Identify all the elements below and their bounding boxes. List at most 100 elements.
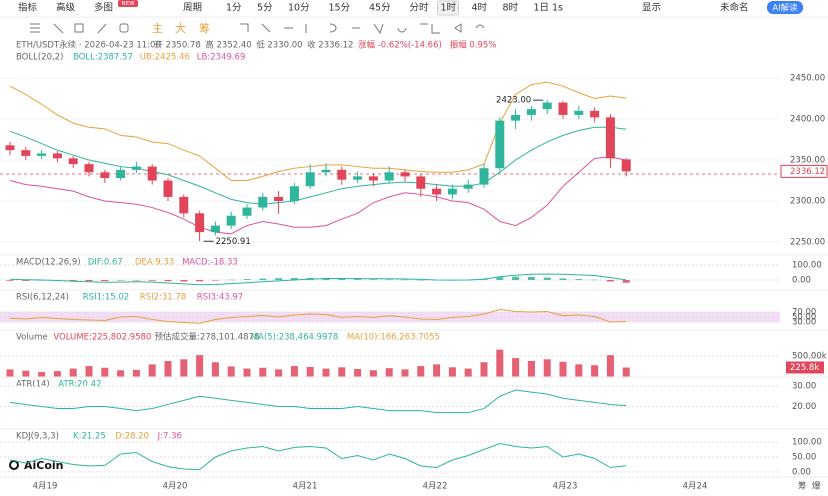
- x-tick-label: 4月22: [423, 482, 448, 492]
- indicator-bar: [6, 280, 14, 281]
- candle-body: [84, 164, 94, 173]
- candle-body: [163, 180, 173, 197]
- indicator-bar: [496, 349, 504, 377]
- toolbar-button[interactable]: 显示: [642, 3, 661, 14]
- indicator-bar: [606, 280, 614, 282]
- boll-line: [9, 126, 627, 205]
- indicator-bar: [117, 280, 125, 281]
- legend-item: UB:2425.46: [140, 53, 190, 63]
- legend-item: RSI2:31.78: [140, 293, 186, 303]
- y-tick-label: 70.00: [792, 308, 816, 318]
- indicator-bar: [575, 364, 583, 377]
- candle-body: [5, 145, 15, 151]
- boll-line: [9, 156, 627, 235]
- indicator-bar: [85, 366, 93, 377]
- candle-body: [210, 225, 220, 233]
- indicator-bar: [132, 369, 140, 377]
- toolbar-button[interactable]: 高级: [56, 2, 76, 14]
- y-tick-label: 20.00: [792, 402, 816, 412]
- badge: NEW: [121, 1, 135, 7]
- indicator-bar: [180, 359, 188, 377]
- candle-body: [226, 215, 236, 226]
- bottom-tool[interactable]: 爆: [812, 481, 821, 492]
- candle-body: [384, 172, 394, 181]
- legend-item: MACD(12,26,9): [16, 258, 81, 268]
- indicator-bar: [22, 370, 30, 377]
- indicator-bar: [38, 371, 46, 377]
- indicator-bar: [559, 278, 567, 280]
- active-period-box: [437, 0, 459, 16]
- period-button[interactable]: 1日: [534, 3, 550, 14]
- candle-body: [511, 114, 521, 121]
- toolbar-button[interactable]: 周期: [183, 3, 202, 14]
- toolbar-button[interactable]: 多图: [94, 2, 113, 14]
- candle-body: [416, 176, 426, 189]
- indicator-bar: [259, 367, 267, 377]
- indicator-bar: [6, 369, 14, 377]
- quote-legend: ETH/USDT永续 · 2026-04-23 11:00: [16, 40, 161, 51]
- indicator-bar: [401, 369, 409, 377]
- indicator-bar: [290, 278, 298, 280]
- ai-button[interactable]: AI解读: [772, 3, 798, 14]
- y-tick-label: 0.00: [792, 468, 811, 478]
- period-button[interactable]: 分时: [410, 2, 430, 14]
- candle-body: [179, 196, 189, 214]
- indicator-line: [9, 273, 627, 286]
- legend-item: DIF:0.67: [88, 258, 123, 268]
- period-button[interactable]: 8时: [503, 2, 519, 14]
- indicator-bar: [385, 279, 393, 281]
- indicator-bar: [480, 362, 488, 377]
- candle-body: [621, 159, 631, 172]
- main-tool[interactable]: 筹: [199, 21, 210, 35]
- y-tick-label: 50.00: [792, 313, 816, 323]
- legend-item: LB:2349.69: [197, 53, 246, 63]
- main-tool[interactable]: 主: [152, 22, 163, 35]
- y-tick-label: 0.00: [792, 276, 811, 286]
- indicator-bar: [227, 366, 235, 377]
- quote-legend: 低 2330.00: [256, 40, 302, 51]
- period-button[interactable]: 5分: [257, 3, 273, 14]
- period-button[interactable]: 45分: [369, 3, 391, 14]
- legend-item: MA(5):238,464.9978: [251, 333, 339, 343]
- candle-body: [479, 168, 489, 185]
- period-button[interactable]: 1时: [441, 2, 457, 14]
- indicator-bar: [338, 278, 346, 280]
- candle-body: [447, 188, 457, 195]
- bottom-tool[interactable]: 筹: [798, 481, 807, 492]
- period-button[interactable]: 15分: [329, 3, 351, 14]
- indicator-bar: [22, 280, 30, 281]
- toolbar-button[interactable]: 指标: [18, 2, 38, 14]
- candle-body: [432, 188, 442, 195]
- candle-body: [526, 109, 536, 115]
- indicator-bar: [322, 278, 330, 280]
- legend-item: KDJ(9,3,3): [16, 432, 59, 442]
- candle-body: [100, 172, 110, 179]
- indicator-bar: [433, 364, 441, 377]
- toolbar-button[interactable]: 未命名: [720, 2, 749, 14]
- indicator-bar: [85, 280, 93, 282]
- y-tick-label: 30.00: [792, 318, 816, 328]
- indicator-bar: [101, 367, 109, 377]
- indicator-bar: [196, 280, 204, 282]
- x-tick-label: 4月23: [553, 482, 578, 492]
- toolbar-button[interactable]: 1s: [552, 3, 563, 14]
- period-button[interactable]: 1分: [226, 3, 242, 14]
- main-tool[interactable]: 大: [175, 21, 186, 35]
- period-button[interactable]: 4时: [472, 2, 488, 14]
- legend-item: RSI(6,12,24): [16, 293, 69, 303]
- candle-body: [52, 153, 62, 159]
- legend-item: D:28.20: [115, 432, 149, 442]
- indicator-bar: [385, 368, 393, 377]
- indicator-bar: [148, 280, 156, 281]
- x-tick-label: 4月24: [683, 482, 708, 492]
- legend-item: VOLUME:225,802.9580: [53, 333, 151, 343]
- period-button[interactable]: 10分: [288, 3, 310, 14]
- menu-icon: [30, 23, 40, 33]
- indicator-bar: [354, 279, 362, 280]
- indicator-bar: [211, 362, 219, 377]
- indicator-bar: [211, 280, 219, 281]
- brand: AiCoin: [24, 459, 64, 472]
- last-price-tag: [780, 164, 828, 178]
